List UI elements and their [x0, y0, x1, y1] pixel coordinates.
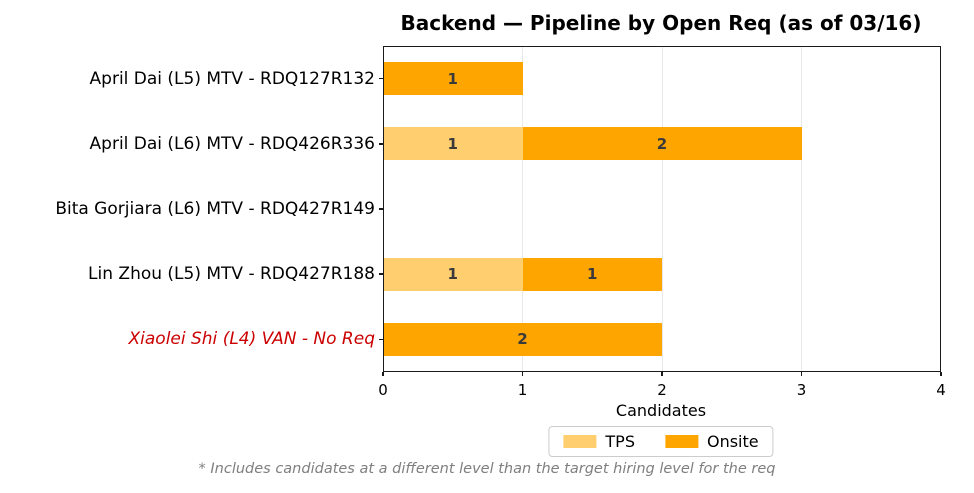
bar-value-label: 2 — [517, 330, 528, 349]
legend: TPS Onsite — [548, 426, 774, 457]
y-axis-label: April Dai (L5) MTV - RDQ127R132 — [89, 68, 375, 89]
y-axis-tick — [379, 77, 383, 80]
bar-value-label: 1 — [587, 265, 598, 284]
x-tick-label: 1 — [517, 381, 528, 399]
bar-segment-tps: 1 — [383, 257, 523, 291]
bar-segment-onsite: 2 — [383, 322, 662, 356]
x-axis-title: Candidates — [615, 401, 707, 420]
x-axis-tick — [521, 372, 524, 376]
y-axis-tick — [379, 273, 383, 275]
y-axis-label: Lin Zhou (L5) MTV - RDQ427R188 — [88, 264, 375, 285]
legend-label-onsite: Onsite — [706, 432, 759, 451]
bar-value-label: 1 — [447, 69, 458, 88]
y-axis-tick — [379, 143, 383, 145]
y-axis-label: Bita Gorjiara (L6) MTV - RDQ427R149 — [55, 199, 375, 219]
bar-segment-onsite: 1 — [383, 62, 523, 96]
y-axis-tick — [379, 338, 383, 341]
legend-item-onsite: Onsite — [664, 432, 759, 451]
bar-value-label: 1 — [447, 265, 458, 284]
bar-segment-onsite: 1 — [522, 257, 662, 291]
x-tick-label: 0 — [378, 381, 388, 399]
legend-label-tps: TPS — [605, 432, 635, 451]
x-tick-label: 4 — [936, 381, 946, 399]
legend-swatch-tps — [563, 435, 597, 448]
bar-value-label: 2 — [656, 134, 668, 153]
x-axis-tick — [382, 372, 384, 376]
legend-wrap: TPS Onsite — [548, 426, 774, 457]
chart-title: Backend — Pipeline by Open Req (as of 03… — [400, 11, 922, 35]
gridline — [801, 46, 802, 372]
x-tick-label: 2 — [657, 381, 667, 399]
bar-value-label: 1 — [447, 134, 458, 153]
x-tick-label: 3 — [796, 381, 807, 399]
gridline — [522, 46, 523, 372]
bar-segment-tps: 1 — [383, 127, 523, 161]
x-axis-tick — [800, 372, 803, 376]
x-axis-tick — [940, 372, 942, 376]
legend-item-tps: TPS — [563, 432, 635, 451]
gridline — [661, 46, 663, 372]
y-axis-label: Xiaolei Shi (L4) VAN - No Req — [128, 329, 376, 350]
x-axis-tick — [661, 372, 663, 376]
bar-segment-onsite: 2 — [522, 127, 802, 161]
legend-swatch-onsite — [664, 435, 698, 448]
y-axis-label: April Dai (L6) MTV - RDQ426R336 — [89, 133, 375, 154]
chart-footnote: * Includes candidates at a different lev… — [198, 461, 776, 477]
y-axis-tick — [379, 208, 383, 210]
